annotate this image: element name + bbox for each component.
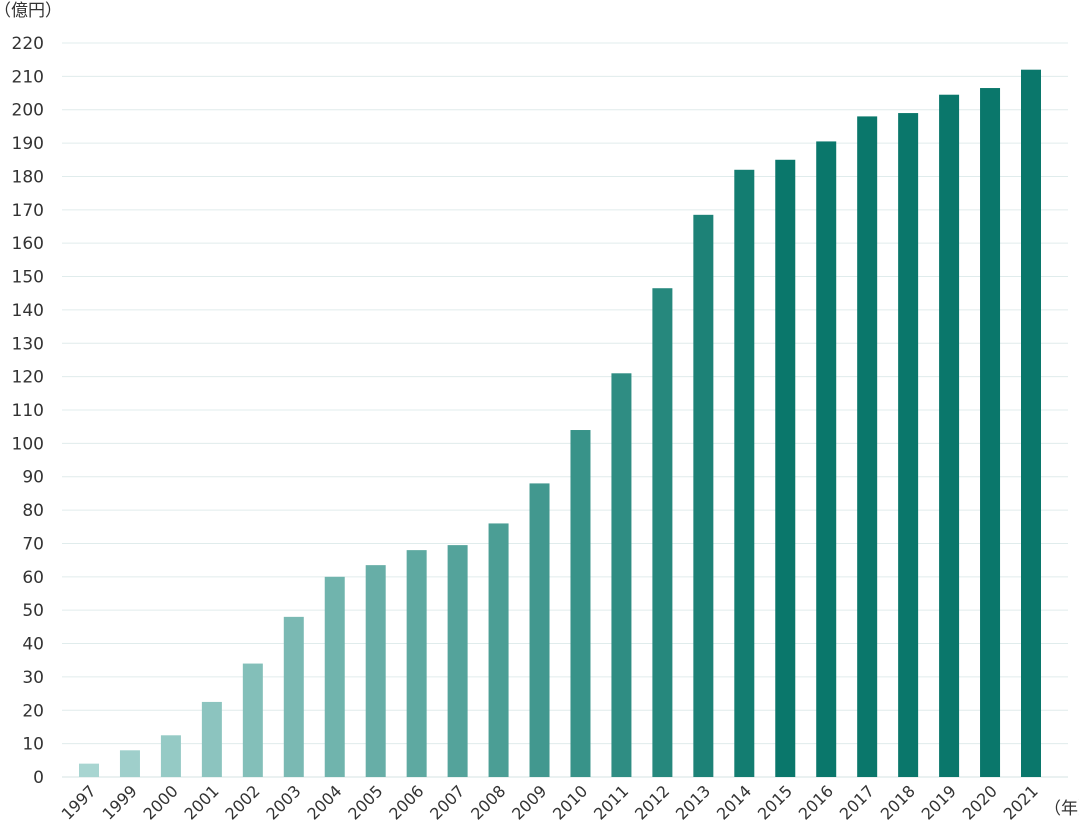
bar-2010 <box>570 430 591 777</box>
x-tick-label: 2017 <box>836 781 878 823</box>
y-tick-label: 80 <box>22 501 44 521</box>
bar-2007 <box>447 545 468 777</box>
bar-2020 <box>980 88 1001 778</box>
x-tick-label: 2010 <box>549 781 591 823</box>
x-tick-label: 1999 <box>99 781 141 823</box>
y-tick-label: 110 <box>12 401 44 421</box>
bar-2002 <box>242 663 263 777</box>
bar-2018 <box>898 113 919 777</box>
x-tick-label: 2007 <box>426 781 468 823</box>
y-tick-label: 50 <box>22 601 44 621</box>
y-tick-label: 100 <box>12 434 44 454</box>
y-tick-label: 190 <box>12 134 44 154</box>
bar-2014 <box>734 169 755 778</box>
bar-2008 <box>488 523 509 777</box>
bar-1999 <box>119 750 140 777</box>
y-tick-label: 0 <box>33 768 44 788</box>
y-tick-label: 70 <box>22 534 44 554</box>
x-tick-label: 2000 <box>140 781 182 823</box>
bar-2004 <box>324 576 345 777</box>
x-tick-label: 2006 <box>385 781 427 823</box>
bar-2000 <box>160 735 181 777</box>
y-tick-label: 180 <box>12 167 44 187</box>
x-tick-label: 2011 <box>590 781 632 823</box>
x-tick-label: 2008 <box>467 781 509 823</box>
x-tick-label: 2013 <box>672 781 714 823</box>
y-tick-label: 210 <box>12 67 44 87</box>
y-tick-label: 20 <box>22 701 44 721</box>
y-tick-label: 40 <box>22 635 44 655</box>
x-tick-label: 2001 <box>180 781 222 823</box>
bars <box>79 69 1041 778</box>
y-tick-label: 160 <box>12 234 44 254</box>
y-tick-label: 220 <box>12 34 44 54</box>
y-axis-unit-label: （億円） <box>0 1 62 21</box>
bar-2019 <box>939 94 960 778</box>
bar-2015 <box>775 159 796 778</box>
x-tick-label: 2018 <box>877 781 919 823</box>
y-tick-label: 170 <box>12 201 44 221</box>
y-tick-label: 200 <box>12 101 44 121</box>
bar-2005 <box>365 565 386 777</box>
x-tick-label: 2003 <box>262 781 304 823</box>
y-tick-label: 130 <box>12 334 44 354</box>
bar-2013 <box>693 214 714 777</box>
bar-2006 <box>406 550 427 777</box>
x-tick-label: 2005 <box>344 781 386 823</box>
bar-2003 <box>283 616 304 777</box>
bar-2012 <box>652 288 673 777</box>
x-tick-label: 2012 <box>631 781 673 823</box>
bar-2021 <box>1021 69 1041 777</box>
y-tick-label: 30 <box>22 668 44 688</box>
bar-2016 <box>816 141 837 777</box>
y-tick-label: 10 <box>22 735 44 755</box>
x-tick-label: 2014 <box>713 781 755 823</box>
bar-2017 <box>857 116 878 777</box>
x-tick-label: 2021 <box>1000 781 1042 823</box>
bar-2009 <box>529 483 550 777</box>
x-tick-label: 2009 <box>508 781 550 823</box>
x-tick-label: 2004 <box>303 781 345 823</box>
bar-2011 <box>611 373 632 777</box>
bar-1997 <box>79 763 99 777</box>
y-tick-label: 150 <box>12 268 44 288</box>
x-tick-label: 2015 <box>754 781 796 823</box>
x-tick-label: 2016 <box>795 781 837 823</box>
y-tick-label: 60 <box>22 568 44 588</box>
x-tick-label: 2019 <box>918 781 960 823</box>
x-axis-ticks: 1997199920002001200220032004200520062007… <box>58 781 1042 823</box>
x-axis-unit-label: （年） <box>1044 799 1079 819</box>
x-tick-label: 2002 <box>221 781 263 823</box>
y-tick-label: 90 <box>22 468 44 488</box>
x-tick-label: 1997 <box>58 781 100 823</box>
y-axis-ticks: 0 10 20 30 40 50 60 70 80 90 100 110 120 130 140 150 160… <box>12 34 44 788</box>
y-tick-label: 120 <box>12 368 44 388</box>
bar-2001 <box>201 701 222 777</box>
x-tick-label: 2020 <box>959 781 1001 823</box>
y-tick-label: 140 <box>12 301 44 321</box>
